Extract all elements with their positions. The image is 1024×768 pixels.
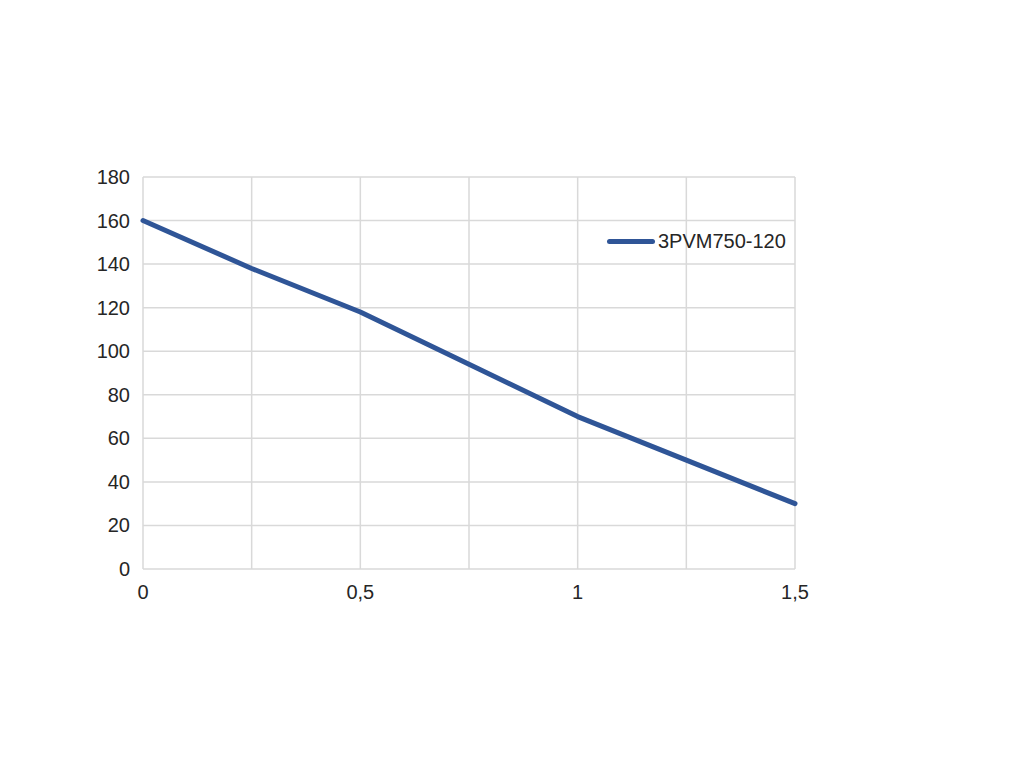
y-axis-tick-label: 100 <box>70 341 130 361</box>
y-axis-tick-label: 120 <box>70 298 130 318</box>
y-axis-tick-label: 140 <box>70 254 130 274</box>
x-axis-tick-label: 0 <box>113 582 173 602</box>
y-axis-tick-label: 160 <box>70 211 130 231</box>
legend: 3PVM750-120 <box>607 230 786 252</box>
legend-line-marker <box>607 239 655 244</box>
x-axis-tick-label: 1 <box>548 582 608 602</box>
y-axis-tick-label: 0 <box>70 559 130 579</box>
y-axis-tick-label: 60 <box>70 428 130 448</box>
line-chart: 180 160 140 120 100 80 60 40 20 0 0 0,5 1 1,5 3PVM75… <box>0 0 1024 768</box>
y-axis-tick-label: 80 <box>70 385 130 405</box>
y-axis-tick-label: 20 <box>70 515 130 535</box>
plot-area <box>0 0 1024 768</box>
x-axis-tick-label: 0,5 <box>330 582 390 602</box>
legend-label: 3PVM750-120 <box>658 230 786 252</box>
x-axis-tick-label: 1,5 <box>765 582 825 602</box>
y-axis-tick-label: 40 <box>70 472 130 492</box>
y-axis-tick-label: 180 <box>70 167 130 187</box>
